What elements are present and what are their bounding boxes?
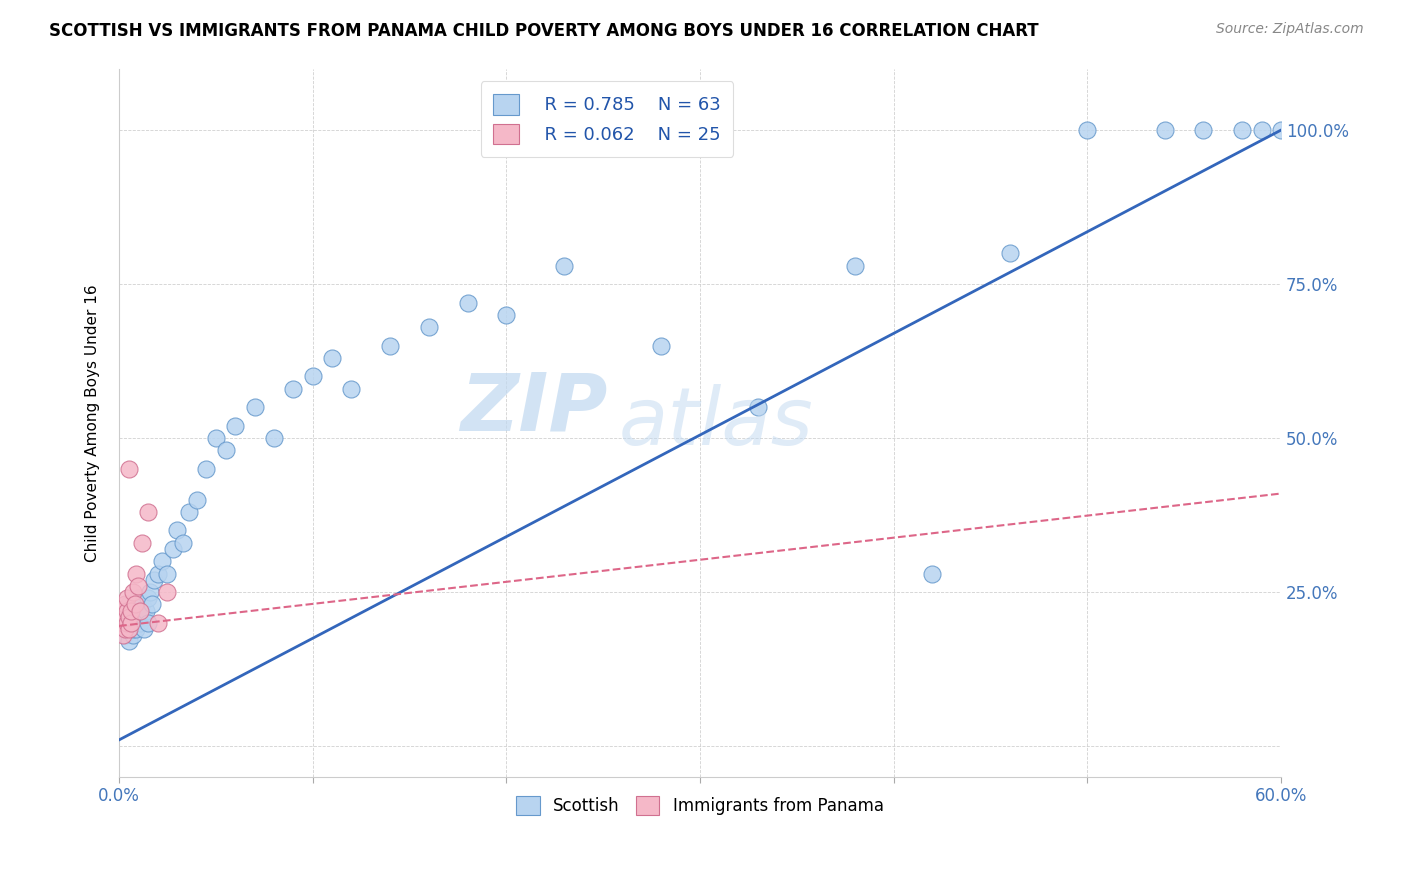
- Point: [121, 585, 143, 599]
- Point: [263, 431, 285, 445]
- Point: [115, 609, 138, 624]
- Point: [1153, 123, 1175, 137]
- Point: [120, 615, 142, 630]
- Point: [125, 598, 148, 612]
- Point: [111, 615, 134, 630]
- Point: [134, 622, 156, 636]
- Point: [139, 585, 162, 599]
- Point: [118, 462, 141, 476]
- Point: [205, 431, 228, 445]
- Point: [111, 628, 134, 642]
- Point: [114, 622, 136, 636]
- Point: [172, 536, 194, 550]
- Point: [146, 615, 169, 630]
- Point: [115, 591, 138, 606]
- Point: [1192, 123, 1215, 137]
- Point: [378, 339, 401, 353]
- Point: [136, 505, 159, 519]
- Point: [115, 615, 138, 630]
- Point: [111, 603, 134, 617]
- Point: [120, 615, 142, 630]
- Point: [135, 603, 157, 617]
- Point: [321, 351, 343, 365]
- Point: [114, 609, 136, 624]
- Point: [747, 401, 769, 415]
- Point: [118, 634, 141, 648]
- Point: [650, 339, 672, 353]
- Point: [141, 598, 163, 612]
- Point: [114, 603, 136, 617]
- Point: [131, 536, 153, 550]
- Point: [340, 382, 363, 396]
- Point: [146, 566, 169, 581]
- Point: [127, 591, 149, 606]
- Legend: Scottish, Immigrants from Panama: Scottish, Immigrants from Panama: [506, 786, 894, 825]
- Point: [553, 259, 575, 273]
- Point: [127, 609, 149, 624]
- Point: [127, 579, 149, 593]
- Point: [115, 603, 138, 617]
- Point: [283, 382, 305, 396]
- Point: [111, 615, 134, 630]
- Point: [1232, 123, 1254, 137]
- Point: [110, 603, 132, 617]
- Point: [495, 308, 517, 322]
- Point: [129, 603, 152, 617]
- Point: [136, 615, 159, 630]
- Text: ZIP: ZIP: [460, 369, 607, 448]
- Point: [129, 615, 152, 630]
- Point: [1270, 123, 1292, 137]
- Point: [243, 401, 266, 415]
- Point: [131, 598, 153, 612]
- Point: [136, 591, 159, 606]
- Point: [844, 259, 866, 273]
- Point: [186, 492, 208, 507]
- Point: [124, 598, 146, 612]
- Point: [166, 524, 188, 538]
- Point: [134, 609, 156, 624]
- Point: [177, 505, 200, 519]
- Point: [921, 566, 943, 581]
- Point: [195, 462, 218, 476]
- Point: [118, 622, 141, 636]
- Point: [214, 443, 236, 458]
- Point: [457, 295, 479, 310]
- Point: [156, 566, 179, 581]
- Point: [121, 628, 143, 642]
- Point: [125, 566, 148, 581]
- Point: [121, 609, 143, 624]
- Point: [1076, 123, 1098, 137]
- Point: [156, 585, 179, 599]
- Point: [124, 603, 146, 617]
- Text: atlas: atlas: [619, 384, 814, 462]
- Point: [120, 603, 142, 617]
- Point: [418, 320, 440, 334]
- Point: [998, 246, 1021, 260]
- Point: [301, 369, 323, 384]
- Point: [110, 615, 132, 630]
- Text: SCOTTISH VS IMMIGRANTS FROM PANAMA CHILD POVERTY AMONG BOYS UNDER 16 CORRELATION: SCOTTISH VS IMMIGRANTS FROM PANAMA CHILD…: [49, 22, 1039, 40]
- Point: [125, 622, 148, 636]
- Point: [114, 628, 136, 642]
- Text: Source: ZipAtlas.com: Source: ZipAtlas.com: [1216, 22, 1364, 37]
- Point: [121, 622, 143, 636]
- Point: [224, 418, 246, 433]
- Point: [114, 598, 136, 612]
- Point: [1250, 123, 1272, 137]
- Point: [118, 609, 141, 624]
- Point: [120, 603, 142, 617]
- Point: [162, 541, 184, 556]
- Point: [115, 622, 138, 636]
- Point: [118, 598, 141, 612]
- Point: [129, 603, 152, 617]
- Point: [142, 573, 165, 587]
- Point: [150, 554, 173, 568]
- Y-axis label: Child Poverty Among Boys Under 16: Child Poverty Among Boys Under 16: [86, 284, 100, 561]
- Point: [124, 615, 146, 630]
